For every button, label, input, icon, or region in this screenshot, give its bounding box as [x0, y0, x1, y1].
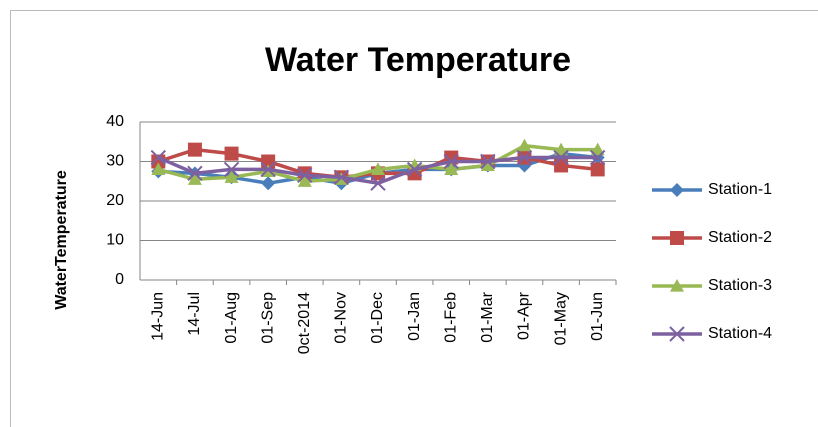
marker — [224, 146, 239, 161]
y-tick-label: 10 — [106, 232, 124, 249]
x-tick-label: 01-Nov — [333, 292, 350, 344]
marker — [151, 162, 166, 175]
marker — [260, 161, 276, 178]
chart-title: Water Temperature — [265, 41, 571, 79]
legend-label: Station-1 — [708, 181, 772, 198]
marker — [223, 161, 240, 178]
legend-marker — [670, 231, 684, 245]
marker — [443, 153, 459, 170]
y-tick-label: 30 — [106, 153, 124, 170]
marker — [480, 153, 496, 170]
marker — [150, 149, 167, 166]
marker — [553, 149, 569, 166]
x-tick-label: 01-Apr — [516, 291, 533, 340]
legend-label: Station-4 — [708, 325, 772, 342]
marker — [516, 149, 533, 166]
marker — [590, 162, 605, 177]
marker — [261, 176, 276, 191]
x-tick-label: 01-Jan — [406, 292, 423, 341]
marker — [297, 167, 313, 184]
x-tick-label: 01-Jun — [589, 292, 606, 341]
marker — [444, 162, 459, 175]
marker — [187, 142, 202, 157]
marker — [554, 142, 569, 156]
x-tick-label: 01-Dec — [369, 292, 386, 344]
marker — [187, 165, 203, 182]
marker — [589, 149, 606, 166]
x-tick-label: 01-Feb — [442, 292, 459, 343]
y-tick-label: 0 — [115, 271, 124, 288]
x-tick-label: 01-May — [552, 292, 569, 345]
marker — [590, 142, 605, 156]
legend-label: Station-3 — [708, 277, 772, 294]
marker — [333, 169, 350, 186]
legend-marker — [670, 183, 684, 197]
marker — [517, 138, 532, 152]
x-tick-label: 0ct-2014 — [296, 292, 313, 354]
marker — [370, 175, 386, 191]
x-tick-label: 01-Mar — [479, 291, 496, 342]
marker — [224, 170, 239, 183]
marker — [554, 158, 569, 173]
x-tick-label: 01-Aug — [223, 292, 240, 344]
marker — [480, 158, 495, 172]
marker — [187, 172, 202, 185]
legend-label: Station-2 — [708, 229, 772, 246]
x-tick-label: 01-Sep — [259, 292, 276, 344]
y-tick-label: 40 — [106, 113, 124, 130]
marker — [297, 174, 312, 187]
legend-marker — [670, 279, 684, 292]
legend-marker — [669, 326, 685, 342]
y-axis-label: WaterTemperature — [53, 170, 70, 310]
x-tick-label: 14-Jun — [150, 292, 167, 341]
y-tick-label: 20 — [106, 192, 124, 209]
marker — [371, 162, 385, 175]
x-tick-label: 14-Jul — [186, 292, 203, 336]
marker — [406, 161, 423, 178]
